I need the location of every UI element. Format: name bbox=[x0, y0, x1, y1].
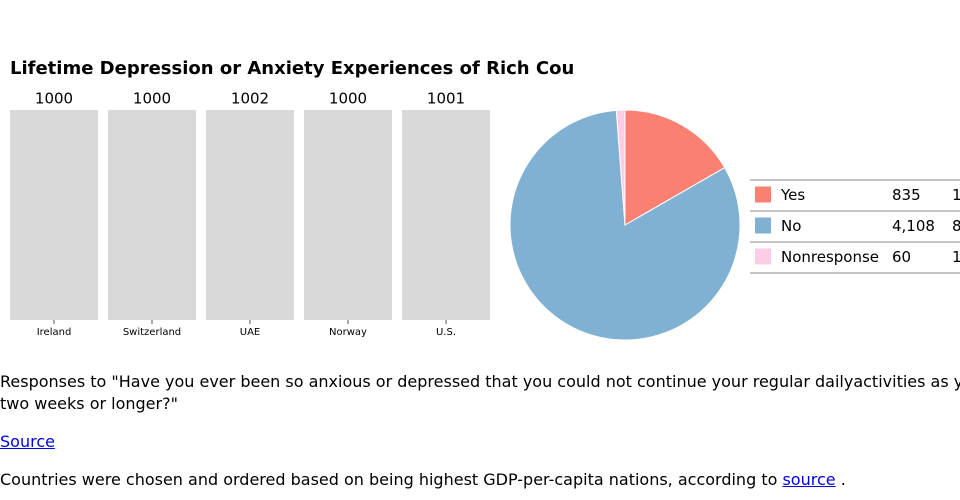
legend-percent: 1 bbox=[952, 248, 960, 266]
legend-label: Yes bbox=[780, 186, 805, 204]
panel-label: U.S. bbox=[436, 327, 456, 338]
note-text: Countries were chosen and ordered based … bbox=[0, 470, 778, 489]
legend-count: 4,108 bbox=[892, 217, 935, 235]
panel-count: 1000 bbox=[329, 90, 367, 108]
note-end: . bbox=[840, 470, 846, 489]
panel-background bbox=[402, 110, 490, 320]
note-link[interactable]: source bbox=[782, 470, 836, 489]
panel-background bbox=[108, 110, 196, 320]
source-link[interactable]: Source bbox=[0, 432, 55, 451]
panel-background bbox=[206, 110, 294, 320]
description-line: Responses to "Have you ever been so anxi… bbox=[0, 372, 960, 391]
legend-swatch bbox=[755, 248, 771, 265]
legend-label: Nonresponse bbox=[781, 248, 879, 266]
panel-count: 1000 bbox=[35, 90, 73, 108]
legend-swatch bbox=[755, 186, 771, 203]
panel-count: 1000 bbox=[133, 90, 171, 108]
pie-slice bbox=[509, 109, 741, 341]
source-row: Source bbox=[0, 432, 55, 451]
legend-percent: 1 bbox=[952, 186, 960, 204]
panel-label: Norway bbox=[329, 327, 367, 338]
panel-label: Switzerland bbox=[123, 327, 181, 338]
panel-count: 1001 bbox=[427, 90, 465, 108]
panel-count: 1002 bbox=[231, 90, 269, 108]
panel-background bbox=[304, 110, 392, 320]
legend-count: 60 bbox=[892, 248, 911, 266]
pie-slice bbox=[624, 109, 726, 226]
panel-label: UAE bbox=[240, 327, 260, 338]
note: Countries were chosen and ordered based … bbox=[0, 470, 846, 489]
description-line: two weeks or longer?" bbox=[0, 394, 178, 413]
legend-swatch bbox=[755, 217, 771, 234]
panel-background bbox=[10, 110, 98, 320]
chart-title: Lifetime Depression or Anxiety Experienc… bbox=[10, 58, 574, 79]
panel-label: Ireland bbox=[37, 327, 72, 338]
pie-slice bbox=[615, 109, 626, 226]
legend-percent: 8 bbox=[952, 217, 960, 235]
legend-count: 835 bbox=[892, 186, 921, 204]
legend-label: No bbox=[781, 217, 801, 235]
chart: Lifetime Depression or Anxiety Experienc… bbox=[10, 58, 960, 341]
